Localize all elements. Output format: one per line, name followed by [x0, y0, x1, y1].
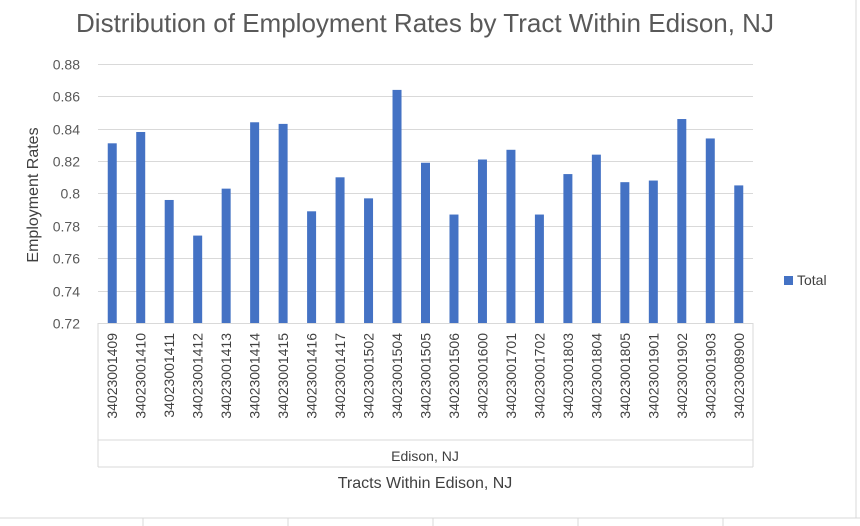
category-label: 34023001600 [474, 333, 490, 419]
category-label: 34023001410 [133, 333, 149, 419]
y-tick-label: 0.74 [53, 284, 80, 300]
bars [107, 89, 744, 324]
category-label: 34023001903 [702, 333, 718, 419]
y-tick-label: 0.82 [53, 154, 80, 170]
y-tick-label: 0.86 [53, 89, 80, 105]
x-axis-title: Tracts Within Edison, NJ [338, 475, 513, 492]
category-label: 34023008900 [731, 333, 747, 419]
bar-34023001903 [705, 138, 715, 323]
legend-swatch-total [784, 276, 793, 285]
bar-34023001417 [335, 177, 345, 323]
bar-34023001502 [364, 198, 374, 323]
category-label: 34023001803 [560, 333, 576, 419]
bar-34023001505 [421, 162, 430, 323]
category-label: 34023001413 [218, 333, 234, 419]
category-label: 34023001416 [304, 333, 320, 419]
bar-34023001415 [278, 123, 288, 323]
category-label: 34023001415 [275, 333, 291, 419]
category-label: 34023001409 [104, 333, 120, 419]
category-label: 34023001902 [674, 333, 690, 419]
category-label: 34023001505 [418, 333, 434, 419]
bar-34023001804 [591, 154, 601, 323]
y-tick-label: 0.8 [61, 186, 81, 202]
category-labels: 34023001409 34023001410 34023001411 3402300… [104, 333, 747, 419]
y-axis-ticks: 0.88 0.86 0.84 0.82 0.8 0.78 0.76 0.74 0.72 [53, 57, 80, 332]
bar-34023001413 [221, 188, 231, 323]
bar-34023001701 [506, 149, 516, 323]
bar-34023001901 [648, 180, 658, 323]
bar-34023001600 [477, 159, 487, 323]
bar-34023001504 [392, 89, 402, 324]
y-axis-title: Employment Rates [25, 127, 42, 262]
category-label: 34023001804 [588, 333, 604, 419]
bar-34023001805 [620, 182, 630, 323]
category-label: 34023001417 [332, 333, 348, 419]
category-label: 34023001502 [361, 333, 377, 419]
bar-34023001414 [250, 122, 260, 324]
bar-34023008900 [734, 185, 744, 323]
category-label: 34023001411 [161, 333, 177, 418]
y-tick-label: 0.84 [53, 122, 80, 138]
bar-34023001416 [307, 211, 317, 323]
y-tick-label: 0.76 [53, 251, 80, 267]
y-tick-label: 0.88 [53, 57, 80, 73]
chart-title: Distribution of Employment Rates by Trac… [76, 8, 774, 38]
category-group-label: Edison, NJ [391, 448, 459, 464]
bar-34023001803 [563, 174, 573, 323]
bar-34023001902 [677, 119, 687, 323]
bar-34023001412 [193, 235, 203, 323]
y-tick-label: 0.72 [53, 316, 80, 332]
bar-34023001506 [449, 214, 459, 323]
category-label: 34023001504 [389, 333, 405, 419]
bar-34023001702 [534, 214, 544, 323]
bar-34023001410 [136, 131, 146, 323]
bar-34023001411 [164, 199, 174, 323]
category-label: 34023001702 [531, 333, 547, 419]
y-tick-label: 0.78 [53, 219, 80, 235]
category-label: 34023001414 [247, 333, 263, 419]
category-label: 34023001506 [446, 333, 462, 419]
category-label: 34023001805 [617, 333, 633, 419]
bar-34023001409 [107, 143, 117, 323]
legend-label-total: Total [797, 272, 827, 288]
category-label: 34023001701 [503, 333, 519, 419]
category-label: 34023001412 [190, 333, 206, 419]
category-label: 34023001901 [645, 333, 661, 419]
